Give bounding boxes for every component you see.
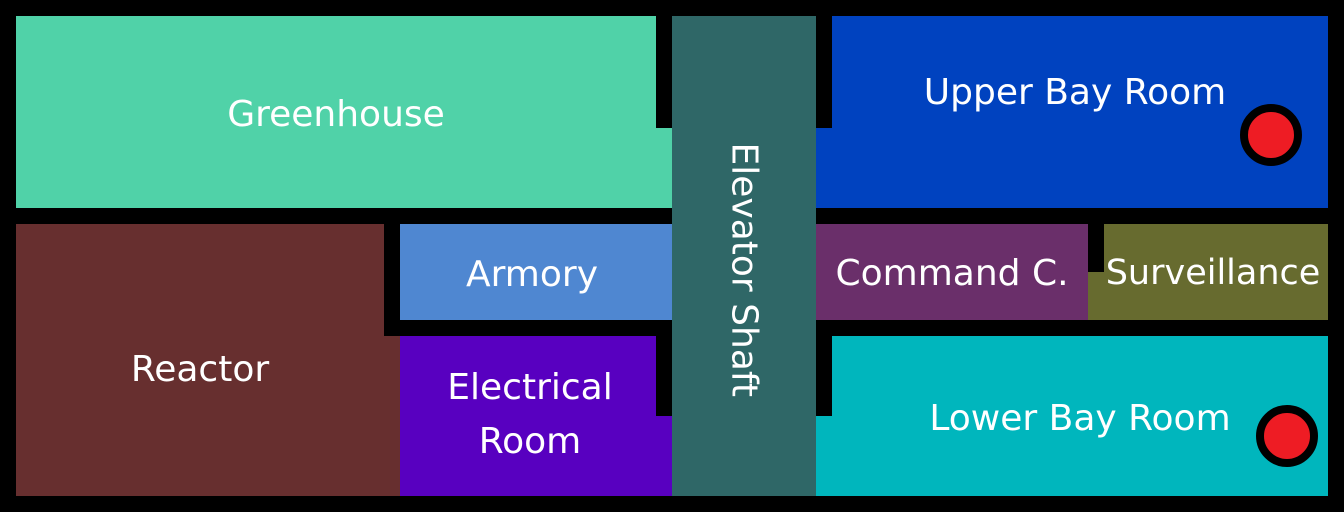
room-electrical-ext <box>656 416 672 496</box>
room-command-label: Command C. <box>835 253 1069 294</box>
room-armory[interactable] <box>400 224 672 320</box>
room-greenhouse[interactable] <box>16 16 656 208</box>
lower-bay-marker[interactable] <box>1256 405 1318 467</box>
room-lower-bay-label: Lower Bay Room <box>929 398 1231 439</box>
room-electrical[interactable] <box>400 336 656 496</box>
room-surveillance[interactable] <box>1104 224 1328 320</box>
room-upper-bay-ext <box>816 128 832 208</box>
room-lower-bay-ext <box>816 416 832 496</box>
room-surveillance-label: Surveillance <box>1105 253 1321 293</box>
room-upper-bay[interactable] <box>832 16 1328 208</box>
room-electrical-label: Electrical Room <box>447 367 613 462</box>
upper-bay-marker[interactable] <box>1240 104 1302 166</box>
room-reactor[interactable] <box>16 224 384 496</box>
room-lower-bay[interactable] <box>832 336 1328 496</box>
room-armory-label: Armory <box>466 254 598 295</box>
room-greenhouse-ext <box>640 128 672 208</box>
room-reactor-ext <box>384 336 400 496</box>
room-command[interactable] <box>816 224 1088 320</box>
room-upper-bay-label: Upper Bay Room <box>923 72 1227 113</box>
room-elevator-shaft-label: Elevator Shaft <box>723 142 765 398</box>
room-surveillance-ext <box>1088 272 1104 320</box>
room-greenhouse-label: Greenhouse <box>227 94 445 135</box>
room-reactor-label: Reactor <box>130 349 270 390</box>
room-elevator-shaft[interactable] <box>672 16 816 496</box>
